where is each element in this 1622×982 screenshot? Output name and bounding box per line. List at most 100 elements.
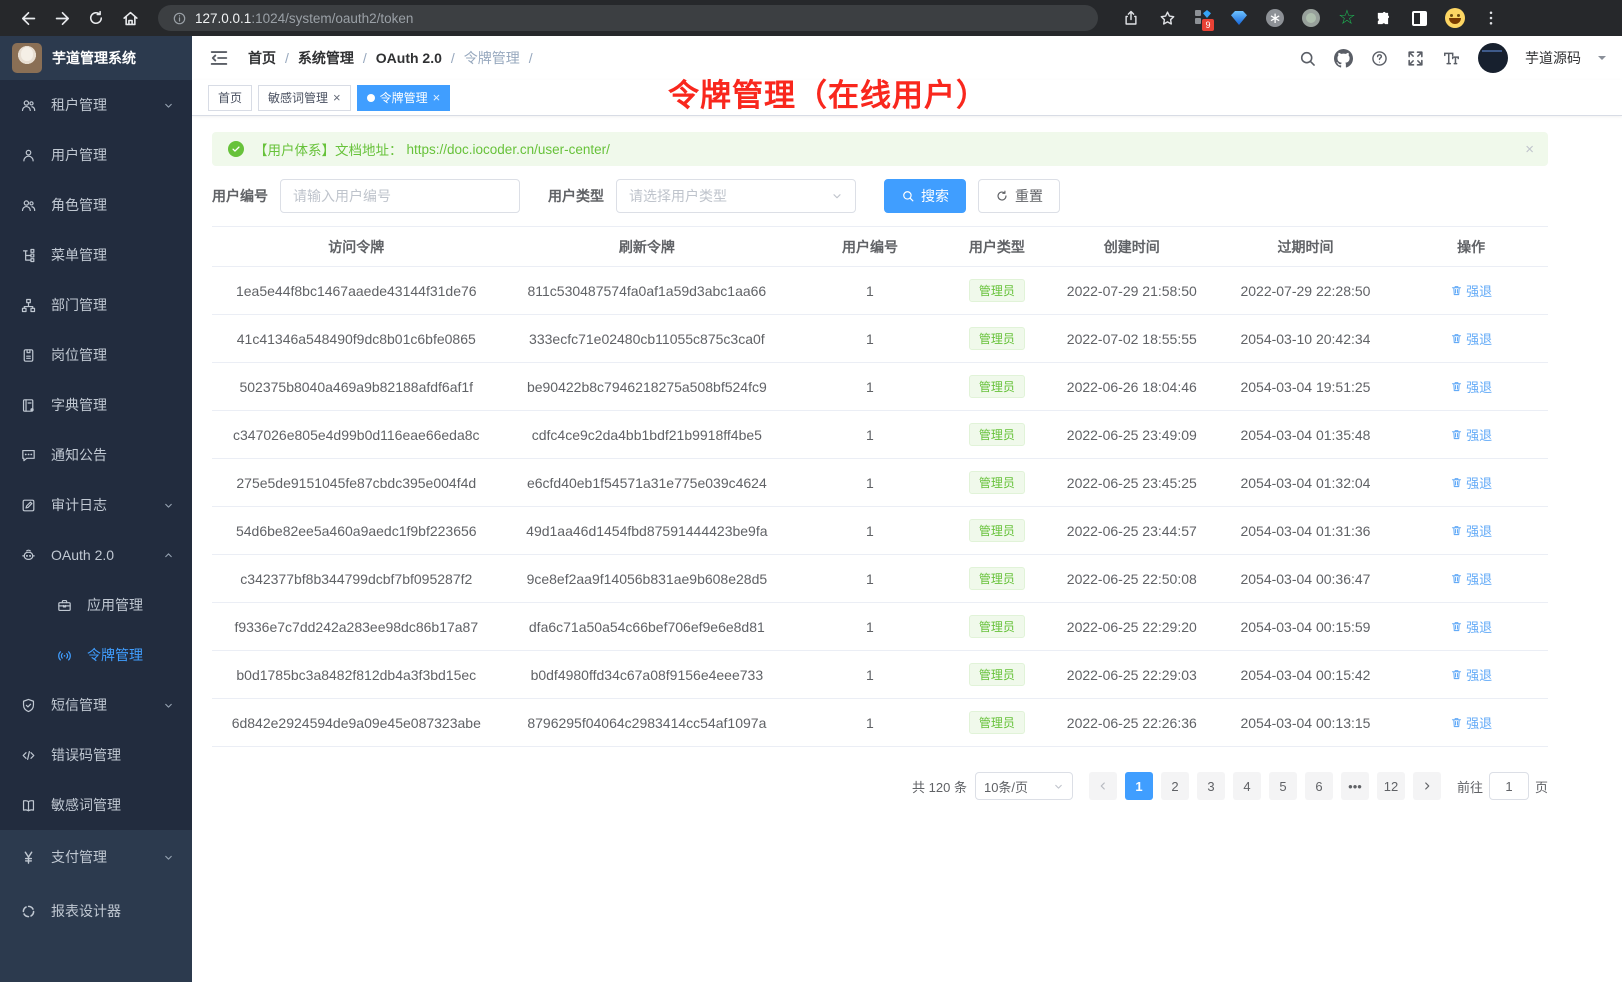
force-logout-button[interactable]: 强退	[1450, 521, 1492, 540]
force-logout-button[interactable]: 强退	[1450, 425, 1492, 444]
reset-button[interactable]: 重置	[978, 179, 1060, 213]
force-logout-button[interactable]: 强退	[1450, 569, 1492, 588]
action-cell: 强退	[1394, 410, 1548, 459]
page-number-button[interactable]: 12	[1376, 772, 1405, 800]
breadcrumb-item[interactable]: 首页	[248, 48, 298, 68]
browser-forward-button[interactable]	[48, 4, 76, 32]
sidebar-menu-item[interactable]: 部门管理	[0, 280, 192, 330]
sidebar-menu-item[interactable]: 应用管理	[0, 580, 192, 630]
browser-menu-dots-icon[interactable]	[1480, 7, 1502, 29]
search-icon[interactable]	[1298, 49, 1317, 68]
created-cell: 2022-06-25 22:29:20	[1046, 602, 1217, 651]
sidebar-menu-item[interactable]: OAuth 2.0	[0, 530, 192, 580]
col-expires: 过期时间	[1216, 226, 1395, 267]
alert-doc-link[interactable]: https://doc.iocoder.cn/user-center/	[406, 141, 610, 157]
token-table: 访问令牌 刷新令牌 用户编号 用户类型 创建时间 过期时间 操作 1ea5	[212, 226, 1548, 747]
force-logout-button[interactable]: 强退	[1450, 281, 1492, 300]
user-type-badge: 管理员	[968, 327, 1025, 350]
sidebar-menu-item[interactable]: 角色管理	[0, 180, 192, 230]
command-extension-icon[interactable]: ∗	[1264, 7, 1286, 29]
created-cell: 2022-07-29 21:58:50	[1046, 266, 1217, 315]
force-logout-button[interactable]: 强退	[1450, 713, 1492, 732]
sidebar-menu-item[interactable]: 岗位管理	[0, 330, 192, 380]
sidebar-menu-item[interactable]: 通知公告	[0, 430, 192, 480]
sidebar-header[interactable]: 芋道管理系统	[0, 36, 192, 80]
page-number-button[interactable]: 1	[1124, 772, 1153, 800]
sidebar-menu-item[interactable]: 敏感词管理	[0, 780, 192, 830]
sidebar-menu-item[interactable]: 支付管理	[0, 830, 192, 884]
prev-page-button[interactable]	[1088, 772, 1117, 800]
help-icon[interactable]	[1370, 49, 1389, 68]
user-id-input[interactable]	[280, 179, 520, 213]
tab-close-icon[interactable]: ×	[432, 90, 441, 105]
sidebar-menu-item[interactable]: 报表设计器	[0, 884, 192, 938]
record-extension-icon[interactable]	[1300, 7, 1322, 29]
access-token-cell: 6d842e2924594de9a09e45e087323abe	[212, 698, 501, 747]
sidebar-menu-item[interactable]: 短信管理	[0, 680, 192, 730]
gem-extension-icon[interactable]	[1228, 7, 1250, 29]
font-size-icon[interactable]	[1442, 49, 1461, 68]
user-type-select[interactable]: 请选择用户类型	[616, 179, 856, 213]
view-tab[interactable]: 首页	[208, 84, 253, 111]
shield-icon	[20, 697, 37, 714]
force-logout-button[interactable]: 强退	[1450, 329, 1492, 348]
user-dropdown-caret-icon[interactable]	[1598, 56, 1606, 64]
sidebar-menu-item[interactable]: 令牌管理	[0, 630, 192, 680]
view-tab[interactable]: 敏感词管理 ×	[258, 84, 351, 111]
browser-home-button[interactable]	[116, 4, 144, 32]
tab-close-icon[interactable]: ×	[333, 90, 341, 105]
breadcrumb-item[interactable]: 令牌管理	[464, 48, 542, 68]
user-type-badge: 管理员	[968, 279, 1025, 302]
force-logout-button[interactable]: 强退	[1450, 473, 1492, 492]
menu-item-label: 审计日志	[51, 497, 107, 513]
breadcrumb-item[interactable]: 系统管理	[298, 48, 376, 68]
sidebar-menu-item[interactable]: 字典管理	[0, 380, 192, 430]
sidebar-menu-item[interactable]: 错误码管理	[0, 730, 192, 780]
sidebar-menu-item[interactable]: 租户管理	[0, 80, 192, 130]
fullscreen-icon[interactable]	[1406, 49, 1425, 68]
goto-page-input[interactable]	[1488, 772, 1529, 800]
user-avatar[interactable]	[1478, 43, 1508, 73]
github-icon[interactable]	[1334, 49, 1353, 68]
force-logout-button[interactable]: 强退	[1450, 617, 1492, 636]
green-star-extension-icon[interactable]: ☆	[1338, 7, 1356, 29]
browser-reload-button[interactable]	[82, 4, 110, 32]
site-info-icon[interactable]	[172, 11, 187, 26]
page-number-button[interactable]: 5	[1268, 772, 1297, 800]
search-button[interactable]: 搜索	[884, 179, 966, 213]
access-token-cell: f9336e7c7dd242a283ee98dc86b17a87	[212, 602, 501, 651]
bookmark-star-icon[interactable]	[1156, 7, 1178, 29]
menu-item-label: 字典管理	[51, 397, 107, 413]
page-number-button[interactable]: 6	[1304, 772, 1333, 800]
page-number-button[interactable]: 3	[1196, 772, 1225, 800]
sidebar-menu-item[interactable]: 菜单管理	[0, 230, 192, 280]
breadcrumb-item[interactable]: OAuth 2.0	[376, 50, 464, 66]
page-number-button[interactable]: •••	[1340, 772, 1369, 800]
puzzle-extension-icon[interactable]	[1372, 7, 1394, 29]
sidebar-menu-item[interactable]: 用户管理	[0, 130, 192, 180]
sidebar-fold-icon[interactable]	[208, 47, 230, 69]
extension-grid-icon[interactable]: 9	[1192, 7, 1214, 31]
col-user-type: 用户类型	[946, 226, 1047, 267]
force-logout-button[interactable]: 强退	[1450, 665, 1492, 684]
page-size-select[interactable]: 10条/页	[974, 772, 1073, 800]
menu-item-label: 令牌管理	[87, 647, 143, 663]
page-number-button[interactable]: 4	[1232, 772, 1261, 800]
sidebar-toggle-extension-icon[interactable]	[1408, 7, 1430, 29]
alert-close-icon[interactable]: ×	[1525, 140, 1534, 158]
view-tab[interactable]: 令牌管理 ×	[356, 84, 451, 111]
next-page-button[interactable]	[1412, 772, 1441, 800]
total-count: 共 120 条	[912, 779, 967, 795]
user-id-cell: 1	[793, 266, 947, 315]
address-bar[interactable]: 127.0.0.1:1024/system/oauth2/token	[158, 5, 1098, 31]
browser-back-button[interactable]	[14, 4, 42, 32]
user-name[interactable]: 芋道源码	[1525, 50, 1581, 66]
sidebar-menu-item[interactable]: 审计日志	[0, 480, 192, 530]
profile-emoji-icon[interactable]	[1444, 7, 1466, 29]
page-number-button[interactable]: 2	[1160, 772, 1189, 800]
trash-icon	[1450, 284, 1463, 297]
created-cell: 2022-06-25 23:44:57	[1046, 506, 1217, 555]
refresh-token-cell: be90422b8c7946218275a508bf524fc9	[500, 362, 794, 411]
share-icon[interactable]	[1120, 7, 1142, 29]
force-logout-button[interactable]: 强退	[1450, 377, 1492, 396]
